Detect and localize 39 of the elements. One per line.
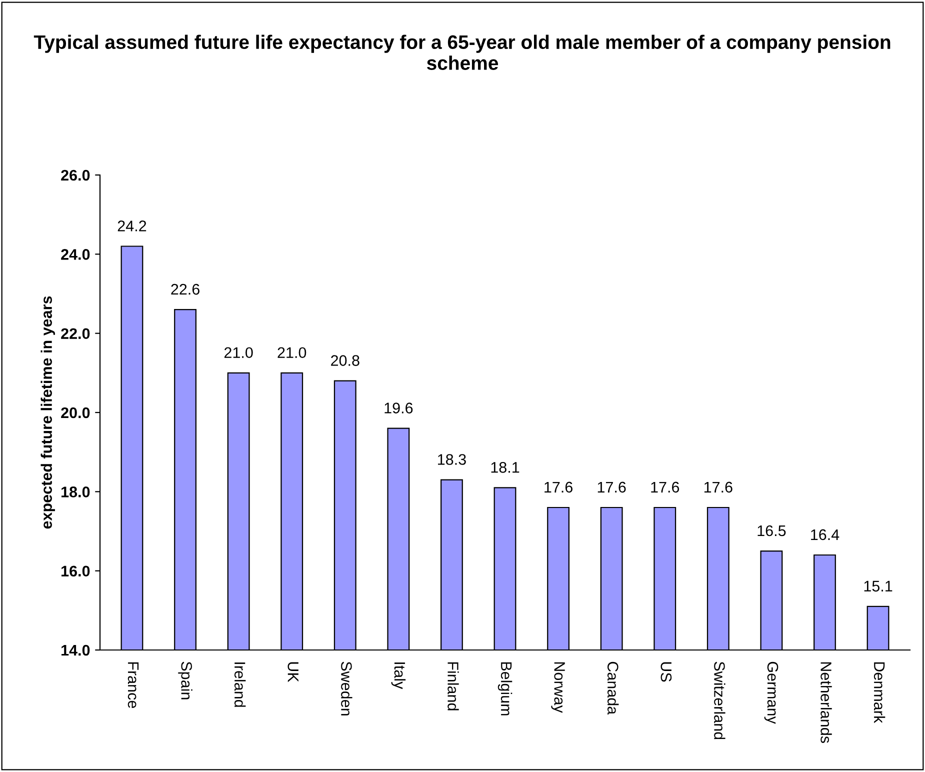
- data-label: 16.5: [758, 525, 786, 536]
- x-tick-label: Norway: [551, 662, 565, 713]
- x-tick-label: Germany: [764, 662, 778, 724]
- y-axis-title: expected future lifetime in years: [40, 296, 55, 529]
- data-label: 21.0: [224, 347, 253, 358]
- y-tick-label: 24.0: [61, 249, 90, 260]
- y-tick-label: 18.0: [62, 486, 90, 498]
- data-label: 21.0: [278, 347, 306, 358]
- x-tick-label: Denmark: [874, 662, 886, 724]
- data-label: 19.6: [384, 402, 413, 414]
- y-tick-label: 14.0: [62, 644, 90, 656]
- x-tick-label: Italy: [391, 662, 406, 690]
- data-label: 16.4: [811, 529, 840, 540]
- data-label: 18.3: [438, 454, 466, 465]
- data-label: 15.1: [864, 580, 892, 592]
- x-tick-label: Finland: [448, 662, 459, 710]
- chart-title: Typical assumed future life expectancy for a 65-year old male member of a company pension scheme: [34, 34, 890, 70]
- x-tick-label: Netherlands: [820, 662, 832, 743]
- x-tick-label: Canada: [607, 662, 619, 715]
- y-tick-label: 16.0: [62, 566, 90, 577]
- data-label: 17.6: [598, 482, 626, 493]
- data-label: 24.2: [118, 220, 146, 232]
- x-tick-label: UK: [288, 662, 298, 682]
- x-tick-label: Sweden: [341, 662, 352, 716]
- data-label: 17.6: [704, 482, 732, 493]
- data-label: 18.1: [491, 462, 520, 473]
- x-tick-label: Spain: [178, 662, 192, 700]
- y-tick-label: 26.0: [61, 170, 90, 181]
- x-tick-label: France: [128, 662, 139, 708]
- x-tick-label: Ireland: [234, 662, 246, 707]
- x-tick-label: Belgium: [498, 662, 512, 716]
- data-label: 17.6: [544, 482, 572, 493]
- x-tick-label: Switzerland: [714, 662, 726, 740]
- data-label: 17.6: [651, 482, 680, 493]
- data-label: 22.6: [171, 284, 200, 295]
- x-tick-label: US: [660, 662, 672, 682]
- y-tick-label: 22.0: [61, 328, 90, 340]
- data-label: 20.8: [331, 355, 360, 366]
- y-tick-label: 20.0: [61, 407, 90, 418]
